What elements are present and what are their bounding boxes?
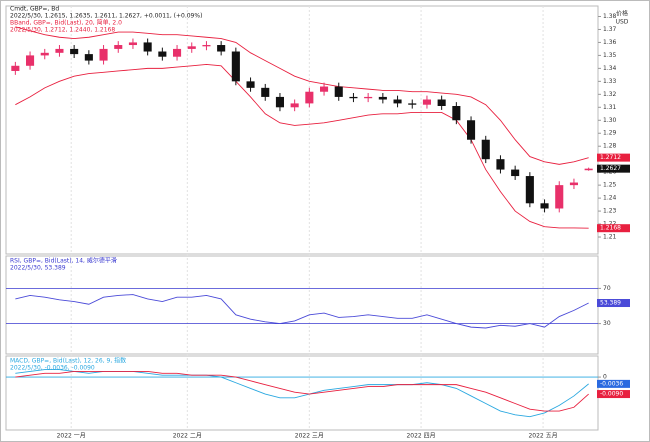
candle-body xyxy=(217,45,226,52)
y-tick-label: 1.38 xyxy=(603,13,617,20)
candle-body xyxy=(114,45,123,49)
candle-body xyxy=(305,91,314,104)
series-line xyxy=(15,370,589,412)
y-tick-label: 1.23 xyxy=(603,208,617,215)
candle-body xyxy=(173,48,182,57)
candle-body xyxy=(40,52,49,56)
candle-body xyxy=(187,46,196,49)
value-badge xyxy=(597,299,630,308)
y-tick-label: 0 xyxy=(603,374,607,381)
y-tick-label: 30 xyxy=(603,320,611,327)
candle-body xyxy=(569,182,578,186)
y-axis-unit: USD xyxy=(616,19,629,26)
x-tick-label: 2022 四月 xyxy=(406,433,435,440)
candle-body xyxy=(26,55,35,66)
x-tick-label: 2022 三月 xyxy=(295,433,324,440)
candle-body xyxy=(511,169,520,177)
y-axis-label: 价格 xyxy=(616,10,628,18)
y-tick-label: 1.35 xyxy=(603,52,617,59)
x-tick-label: 2022 二月 xyxy=(173,433,202,440)
y-tick-label: 1.34 xyxy=(603,65,617,72)
candle-body xyxy=(84,54,93,61)
value-badge-label: 1.2627 xyxy=(600,165,621,172)
candle-body xyxy=(349,96,358,99)
legend-text: Cmdt, GBP=, Bd xyxy=(10,6,59,13)
candle-body xyxy=(525,176,534,204)
candle-body xyxy=(437,99,446,106)
candle-body xyxy=(128,42,137,46)
legend-text: 2022/5/30, 1.2712, 1.2440, 1.2168 xyxy=(10,27,115,34)
candle-body xyxy=(452,106,461,121)
value-badge-label: -0.0090 xyxy=(600,391,623,398)
candle-body xyxy=(202,45,211,47)
candle-body xyxy=(261,87,270,97)
candle-body xyxy=(334,86,343,97)
legend-text: RSI, GBP=, Bid(Last), 14, 威尔德平滑 xyxy=(10,257,117,265)
y-tick-label: 1.22 xyxy=(603,221,617,228)
candle-body xyxy=(55,48,64,53)
candle-body xyxy=(408,103,417,105)
candle-body xyxy=(378,96,387,100)
x-tick-label: 2022 一月 xyxy=(57,433,86,440)
candle-body xyxy=(290,103,299,108)
candle-body xyxy=(70,48,79,55)
candle-body xyxy=(496,159,505,170)
y-tick-label: 1.24 xyxy=(603,195,617,202)
bollinger-band xyxy=(15,26,589,165)
value-badge-label: 1.2168 xyxy=(600,225,621,232)
candle-body xyxy=(275,96,284,108)
y-tick-label: 1.21 xyxy=(603,234,617,241)
y-tick-label: 1.31 xyxy=(603,104,617,111)
y-tick-label: 1.30 xyxy=(603,117,617,124)
candle-body xyxy=(481,139,490,160)
value-badge xyxy=(597,224,630,233)
legend-text: BBand, GBP=, Bid(Last), 20, 简单, 2.0 xyxy=(10,19,122,27)
series-line xyxy=(15,294,589,329)
candle-body xyxy=(555,185,564,209)
y-tick-label: 1.36 xyxy=(603,39,617,46)
bollinger-band xyxy=(15,64,589,229)
value-badge xyxy=(597,164,630,173)
value-badge-label: 1.2712 xyxy=(600,154,621,161)
legend-text: MACD, GBP=, Bid(Last), 12, 26, 9, 指数 xyxy=(10,357,126,365)
y-tick-label: 70 xyxy=(603,285,611,292)
y-tick-label: 1.37 xyxy=(603,26,617,33)
candle-body xyxy=(320,86,329,92)
legend-text: 2022/5/30, 1.2615, 1.2635, 1.2611, 1.262… xyxy=(10,13,202,20)
y-tick-label: 1.28 xyxy=(603,143,617,150)
candle-body xyxy=(467,120,476,140)
candle-body xyxy=(393,99,402,104)
value-badge-label: -0.0036 xyxy=(600,380,623,387)
value-badge xyxy=(597,379,630,388)
candle-body xyxy=(540,203,549,209)
value-badge-label: 53.389 xyxy=(600,300,621,307)
x-tick-label: 2022 五月 xyxy=(528,433,557,440)
value-badge xyxy=(597,153,630,162)
candle-body xyxy=(158,51,167,57)
price-panel xyxy=(5,5,599,255)
candle-body xyxy=(99,48,108,61)
legend-text: 2022/5/30, -0.0036, -0.0090 xyxy=(10,365,95,372)
value-badge xyxy=(597,390,630,399)
candle-body xyxy=(143,42,152,52)
candle-body xyxy=(246,81,255,88)
candle-body xyxy=(422,99,431,105)
y-tick-label: 1.33 xyxy=(603,78,617,85)
candle-body xyxy=(364,96,373,99)
y-tick-label: 1.32 xyxy=(603,91,617,98)
y-tick-label: 1.25 xyxy=(603,182,617,189)
y-tick-label: 1.29 xyxy=(603,130,617,137)
legend-text: 2022/5/30, 53.389 xyxy=(10,265,66,272)
candle-body xyxy=(231,51,240,82)
candle-body xyxy=(584,168,593,171)
candle-body xyxy=(11,65,20,71)
